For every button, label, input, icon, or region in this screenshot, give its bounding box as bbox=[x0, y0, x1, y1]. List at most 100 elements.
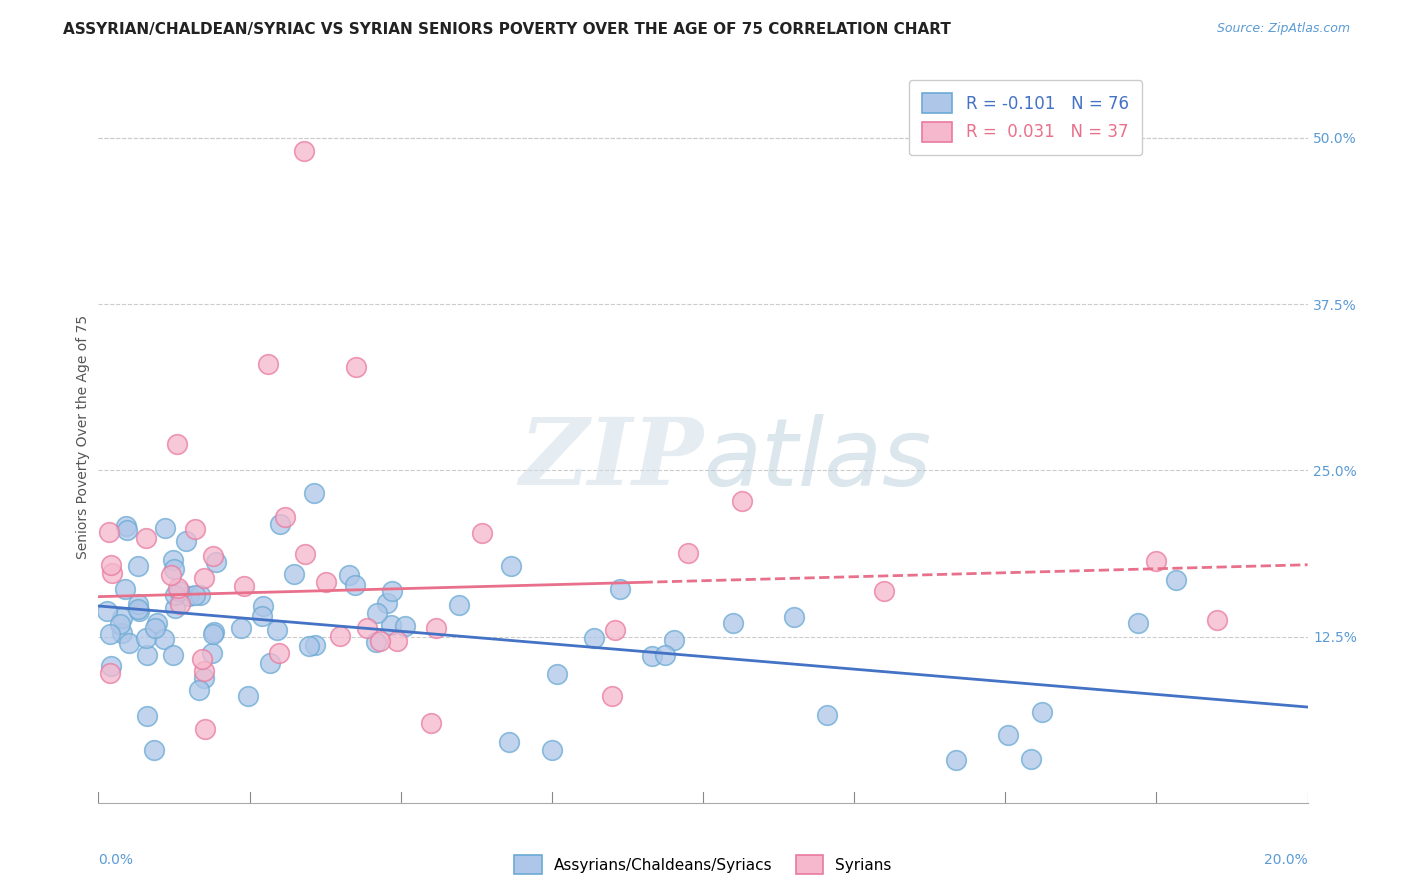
Point bbox=[294, 547, 316, 561]
Point bbox=[135, 708, 157, 723]
Point bbox=[193, 571, 215, 585]
Point bbox=[471, 526, 494, 541]
Text: ASSYRIAN/CHALDEAN/SYRIAC VS SYRIAN SENIORS POVERTY OVER THE AGE OF 75 CORRELATIO: ASSYRIAN/CHALDEAN/SYRIAC VS SYRIAN SENIO… bbox=[63, 22, 950, 37]
Point bbox=[162, 553, 184, 567]
Point bbox=[127, 602, 149, 616]
Point bbox=[304, 638, 326, 652]
Point bbox=[202, 625, 225, 640]
Point bbox=[143, 743, 166, 757]
Point bbox=[292, 144, 315, 158]
Point bbox=[676, 545, 699, 559]
Point bbox=[188, 682, 211, 697]
Point bbox=[723, 616, 745, 631]
Point bbox=[100, 558, 122, 573]
Point bbox=[1166, 573, 1188, 587]
Legend: Assyrians/Chaldeans/Syriacs, Syrians: Assyrians/Chaldeans/Syriacs, Syrians bbox=[508, 849, 898, 880]
Text: Source: ZipAtlas.com: Source: ZipAtlas.com bbox=[1216, 22, 1350, 36]
Point bbox=[169, 597, 191, 611]
Point bbox=[641, 649, 664, 664]
Point bbox=[136, 648, 159, 662]
Point bbox=[146, 615, 169, 630]
Point bbox=[166, 581, 188, 595]
Point bbox=[111, 626, 134, 640]
Point bbox=[202, 627, 225, 641]
Point bbox=[364, 634, 387, 648]
Point bbox=[546, 667, 568, 681]
Point bbox=[1031, 705, 1053, 719]
Point bbox=[177, 589, 200, 603]
Point bbox=[356, 621, 378, 635]
Text: 20.0%: 20.0% bbox=[1264, 854, 1308, 867]
Point bbox=[368, 634, 391, 648]
Point bbox=[167, 584, 190, 599]
Point bbox=[375, 596, 398, 610]
Point bbox=[1128, 616, 1150, 631]
Point bbox=[328, 630, 350, 644]
Point bbox=[387, 634, 409, 648]
Point bbox=[162, 562, 184, 576]
Point bbox=[602, 690, 624, 704]
Point bbox=[205, 556, 228, 570]
Point bbox=[662, 633, 685, 648]
Point bbox=[540, 742, 562, 756]
Point bbox=[97, 524, 120, 539]
Point bbox=[873, 584, 896, 599]
Text: atlas: atlas bbox=[703, 414, 931, 505]
Point bbox=[188, 588, 211, 602]
Point bbox=[259, 656, 281, 670]
Text: 0.0%: 0.0% bbox=[98, 854, 134, 867]
Point bbox=[191, 652, 214, 666]
Point bbox=[101, 566, 124, 580]
Point bbox=[274, 510, 297, 524]
Point bbox=[163, 600, 186, 615]
Point bbox=[731, 493, 754, 508]
Point bbox=[501, 558, 523, 573]
Point bbox=[266, 623, 288, 637]
Point bbox=[184, 522, 207, 536]
Point bbox=[498, 735, 520, 749]
Point bbox=[127, 558, 149, 573]
Point bbox=[96, 603, 118, 617]
Point bbox=[162, 648, 184, 663]
Point bbox=[344, 578, 367, 592]
Text: ZIP: ZIP bbox=[519, 414, 703, 504]
Point bbox=[193, 665, 215, 679]
Point bbox=[425, 621, 447, 635]
Point bbox=[283, 566, 305, 581]
Point bbox=[238, 690, 260, 704]
Point bbox=[110, 616, 132, 631]
Point bbox=[250, 609, 273, 624]
Point bbox=[366, 606, 388, 620]
Point bbox=[183, 588, 205, 602]
Point bbox=[114, 519, 136, 533]
Point bbox=[298, 639, 321, 653]
Point bbox=[267, 646, 290, 660]
Point bbox=[233, 579, 256, 593]
Point bbox=[114, 582, 136, 596]
Point bbox=[159, 567, 181, 582]
Point bbox=[654, 648, 676, 662]
Point bbox=[609, 582, 631, 596]
Point bbox=[583, 631, 606, 645]
Point bbox=[269, 516, 291, 531]
Point bbox=[381, 583, 404, 598]
Point bbox=[152, 632, 174, 646]
Point bbox=[200, 646, 222, 660]
Point bbox=[380, 618, 402, 632]
Point bbox=[128, 604, 150, 618]
Point bbox=[231, 621, 253, 635]
Point bbox=[174, 534, 197, 549]
Point bbox=[98, 626, 121, 640]
Point bbox=[1019, 751, 1042, 765]
Point bbox=[1144, 554, 1167, 568]
Point bbox=[302, 486, 325, 500]
Legend: R = -0.101   N = 76, R =  0.031   N = 37: R = -0.101 N = 76, R = 0.031 N = 37 bbox=[910, 79, 1142, 155]
Point bbox=[783, 609, 806, 624]
Point bbox=[153, 521, 176, 535]
Point bbox=[127, 598, 149, 612]
Point bbox=[111, 611, 134, 625]
Point bbox=[143, 621, 166, 635]
Point bbox=[394, 619, 416, 633]
Point bbox=[256, 357, 278, 371]
Point bbox=[118, 636, 141, 650]
